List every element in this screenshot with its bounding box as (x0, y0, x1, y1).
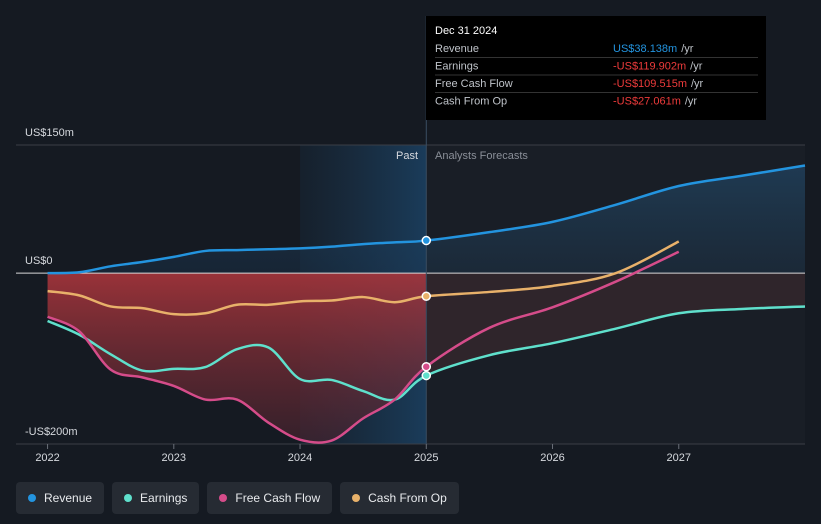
legend-item[interactable]: Earnings (112, 482, 200, 514)
highlight-point (421, 361, 432, 372)
tooltip: Dec 31 2024 Revenue US$38.138m/yr Earnings… (426, 16, 766, 120)
series-line (47, 250, 680, 444)
legend-label: Earnings (140, 491, 188, 505)
forecast-shade (426, 145, 805, 444)
tooltip-value: US$38.138m (613, 43, 677, 55)
backgrounds (47, 145, 806, 444)
legend-item[interactable]: Revenue (16, 482, 105, 514)
past-label: Past (396, 150, 418, 162)
legend-swatch (124, 494, 133, 502)
legend-item[interactable]: Free Cash Flow (207, 482, 333, 514)
x-tick-label: 2023 (162, 452, 186, 464)
x-tick-label: 2022 (35, 452, 59, 464)
highlight-point (421, 370, 432, 381)
legend-swatch (219, 494, 228, 502)
highlight-point (421, 291, 432, 302)
forecast-loss-area (426, 273, 805, 376)
tooltip-label: Cash From Op (435, 95, 507, 107)
x-tick-label: 2027 (667, 452, 691, 464)
tooltip-label: Earnings (435, 60, 479, 72)
forecast-label: Analysts Forecasts (435, 150, 528, 162)
tooltip-label: Revenue (435, 43, 479, 55)
series-line (47, 240, 680, 316)
highlight-point (421, 235, 432, 246)
x-tick-label: 2024 (288, 452, 312, 464)
legend-label: Revenue (44, 491, 93, 505)
tooltip-unit: /yr (685, 95, 698, 107)
x-tick-label: 2025 (414, 452, 438, 464)
tooltip-value: -US$109.515m (613, 78, 687, 90)
tooltip-label: Free Cash Flow (435, 78, 513, 90)
tooltip-unit: /yr (681, 43, 694, 55)
legend: Revenue Earnings Free Cash Flow Cash From O… (16, 482, 459, 514)
legend-swatch (28, 494, 36, 502)
legend-label: Free Cash Flow (235, 491, 321, 505)
y-tick-label: US$0 (25, 255, 53, 267)
tooltip-unit: /yr (690, 60, 703, 72)
chart: Analysts Forecasts US$150m US$0 -US$200m 20… (16, 16, 806, 464)
series-line (47, 164, 806, 275)
y-tick-label: US$150m (25, 127, 74, 139)
loss-area (47, 273, 427, 443)
series-line (47, 305, 806, 402)
y-tick-label: -US$200m (25, 426, 78, 438)
tooltip-value: -US$27.061m (613, 95, 681, 107)
legend-swatch (352, 494, 361, 502)
tooltip-unit: /yr (691, 78, 704, 90)
tooltip-date: Dec 31 2024 (435, 25, 497, 37)
tooltip-box (426, 16, 766, 120)
legend-label: Cash From Op (368, 491, 447, 505)
tooltip-value: -US$119.902m (613, 60, 686, 72)
x-tick-label: 2026 (540, 452, 564, 464)
revenue-area (47, 165, 806, 274)
legend-item[interactable]: Cash From Op (340, 482, 459, 514)
